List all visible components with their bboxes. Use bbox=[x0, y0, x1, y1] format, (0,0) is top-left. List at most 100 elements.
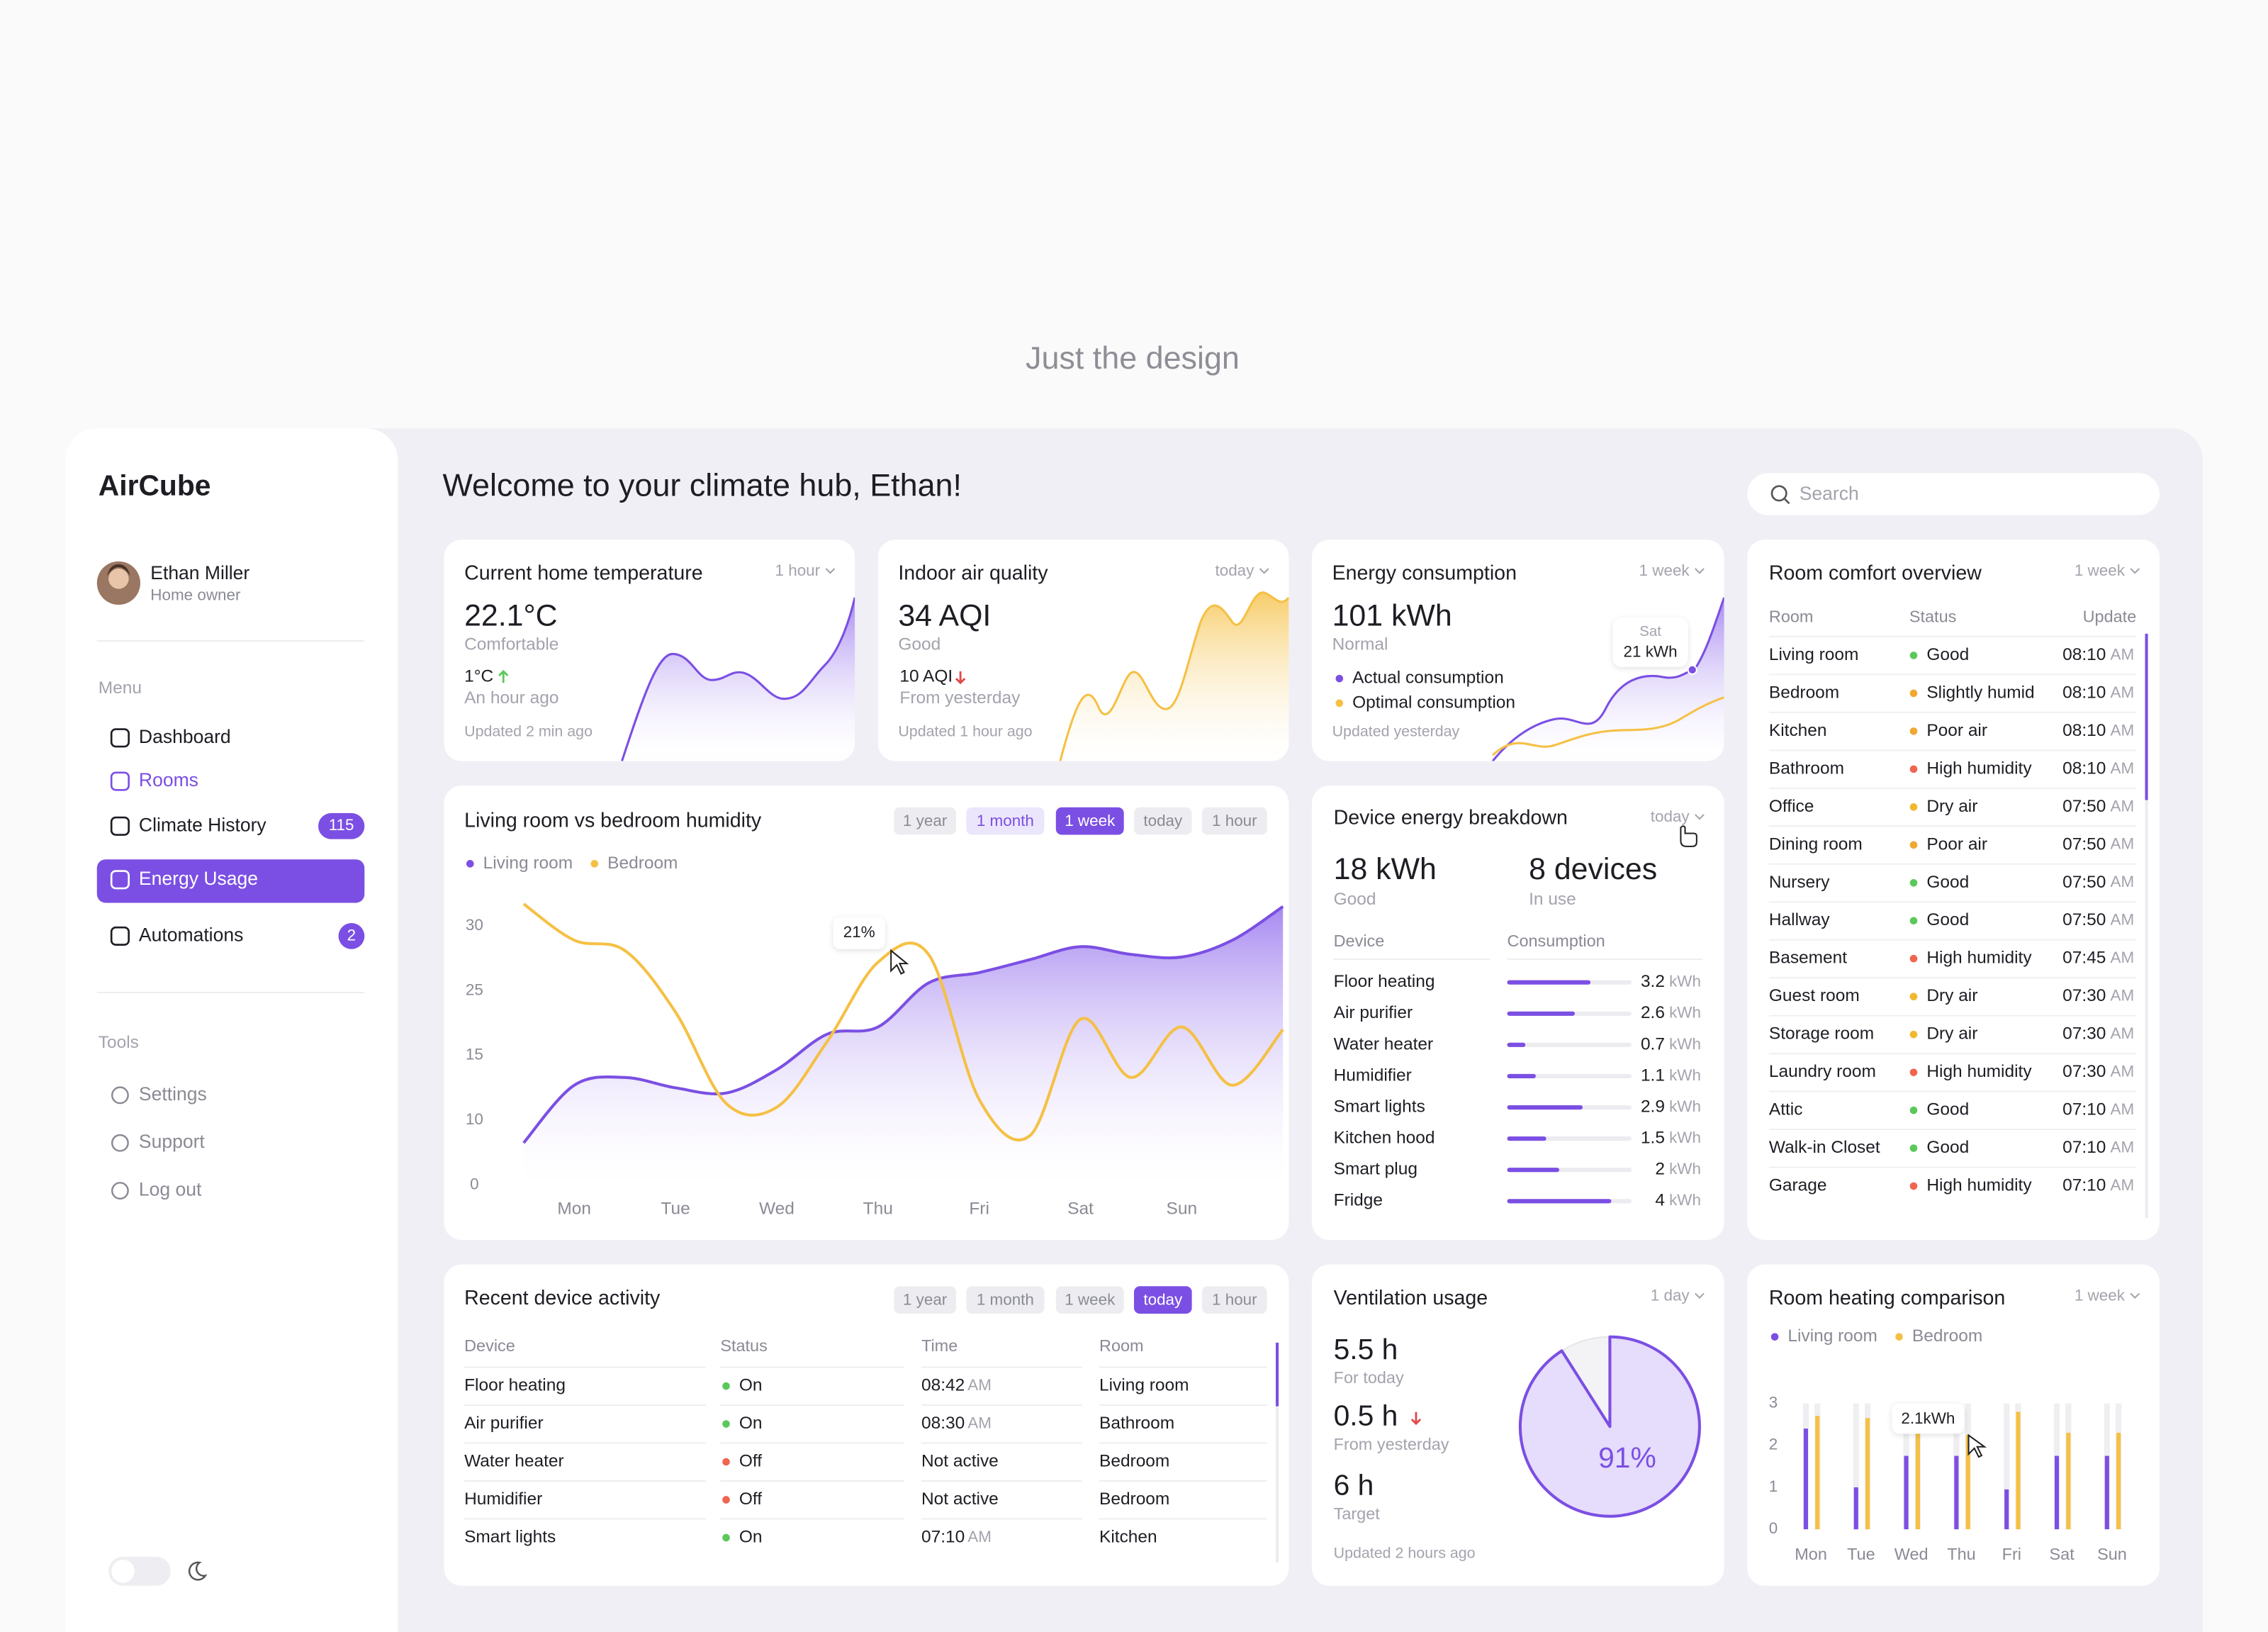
nav-item[interactable]: Energy Usage bbox=[139, 868, 258, 889]
time-period: AM bbox=[2111, 911, 2135, 929]
range-pill[interactable] bbox=[894, 1286, 956, 1314]
nav-item[interactable]: Dashboard bbox=[139, 726, 231, 747]
sparkline-area bbox=[622, 597, 855, 761]
room-status: Good bbox=[1926, 873, 1969, 892]
consumption-value: 4 bbox=[1655, 1191, 1665, 1210]
range-pill-label[interactable]: 1 week bbox=[1065, 812, 1116, 829]
tooltip bbox=[833, 917, 885, 949]
sparkline-area bbox=[1060, 592, 1289, 761]
bar-track bbox=[1507, 1042, 1632, 1047]
nav-active-background bbox=[96, 859, 365, 903]
unit-label: kWh bbox=[1669, 1129, 1701, 1146]
sparkline bbox=[1491, 597, 1724, 761]
room-name: Kitchen bbox=[1769, 721, 1827, 740]
search-box[interactable] bbox=[1747, 473, 2160, 515]
range-pill-label[interactable]: 1 week bbox=[1065, 1291, 1116, 1309]
bar-track bbox=[1507, 1073, 1632, 1078]
room-name: Office bbox=[1769, 797, 1814, 816]
nav-item[interactable]: Climate History bbox=[139, 814, 266, 835]
tooltip-label: Sat bbox=[1639, 624, 1661, 639]
x-tick-label: Sat bbox=[1067, 1200, 1094, 1219]
nav-item[interactable]: Automations bbox=[139, 924, 243, 945]
room-name: Hallway bbox=[1769, 910, 1830, 929]
column-header: Status bbox=[720, 1336, 768, 1355]
x-tick-label: Wed bbox=[759, 1200, 795, 1219]
series-line bbox=[522, 905, 1284, 1144]
toggle-knob bbox=[111, 1559, 135, 1583]
bar bbox=[1507, 980, 1591, 985]
status-dot bbox=[722, 1458, 730, 1466]
range-pill-label[interactable]: 1 month bbox=[977, 1291, 1034, 1309]
range-dropdown[interactable]: today bbox=[1651, 807, 1690, 825]
range-dropdown[interactable]: 1 week bbox=[2075, 1286, 2126, 1304]
room-status: High humidity bbox=[1926, 1176, 2032, 1195]
series-line bbox=[522, 902, 1284, 1141]
range-dropdown[interactable]: 1 week bbox=[1639, 561, 1690, 579]
room-name: Walk-in Closet bbox=[1769, 1138, 1880, 1157]
tooltip bbox=[1892, 1403, 1965, 1434]
hover-point bbox=[1687, 664, 1697, 676]
range-pill-label[interactable]: 1 year bbox=[903, 1291, 948, 1309]
unit-label: kWh bbox=[1669, 1097, 1701, 1115]
nav-item[interactable]: Rooms bbox=[139, 769, 198, 790]
y-tick-label: 30 bbox=[466, 916, 483, 934]
room-name: Basement bbox=[1769, 949, 1847, 968]
range-pill[interactable] bbox=[966, 1286, 1045, 1314]
room-name: Guest room bbox=[1769, 986, 1860, 1005]
tool-item[interactable]: Settings bbox=[139, 1083, 207, 1105]
room-name: Bathroom bbox=[1769, 759, 1844, 778]
update-time: 07:10 bbox=[2062, 1176, 2106, 1195]
range-dropdown[interactable]: 1 day bbox=[1651, 1286, 1690, 1304]
tool-item[interactable]: Log out bbox=[139, 1179, 202, 1200]
stat-status: Normal bbox=[1332, 635, 1388, 654]
x-tick-label: Sun bbox=[1167, 1200, 1198, 1219]
device-name: Air purifier bbox=[1334, 1003, 1413, 1022]
time-period: AM bbox=[2111, 835, 2135, 853]
chevron-icon bbox=[1695, 814, 1705, 820]
bar bbox=[1803, 1429, 1809, 1530]
sparkline-line bbox=[1491, 597, 1724, 761]
search-icon bbox=[1770, 485, 1787, 502]
device-status: Off bbox=[739, 1451, 762, 1470]
update-time: 08:10 bbox=[2062, 683, 2106, 702]
stat-status: From yesterday bbox=[1334, 1435, 1449, 1453]
range-pill[interactable] bbox=[1201, 807, 1267, 835]
card-title: Energy consumption bbox=[1332, 562, 1517, 585]
device-name: Humidifier bbox=[1334, 1066, 1412, 1085]
range-dropdown[interactable]: 1 hour bbox=[775, 561, 821, 579]
range-pill[interactable] bbox=[1134, 807, 1192, 835]
stat-value: 6 h bbox=[1334, 1469, 1374, 1502]
tool-item[interactable]: Support bbox=[139, 1131, 206, 1152]
range-pill-label[interactable]: today bbox=[1143, 1291, 1183, 1309]
room-name: Bathroom bbox=[1099, 1414, 1174, 1433]
avatar-face bbox=[108, 569, 129, 589]
tooltip-value: 2.1kWh bbox=[1901, 1409, 1955, 1427]
room-status: High humidity bbox=[1926, 759, 2032, 778]
device-name: Humidifier bbox=[464, 1490, 542, 1509]
unit-label: kWh bbox=[1669, 1066, 1701, 1084]
range-pill[interactable] bbox=[1201, 1286, 1267, 1314]
status-dot bbox=[722, 1382, 730, 1390]
range-pill-label[interactable]: 1 hour bbox=[1212, 1291, 1257, 1309]
nav-icon bbox=[110, 926, 130, 946]
card-title: Current home temperature bbox=[464, 562, 703, 585]
device-status: Off bbox=[739, 1490, 762, 1509]
range-pill[interactable] bbox=[966, 807, 1045, 835]
range-pill[interactable] bbox=[1055, 1286, 1124, 1314]
range-pill[interactable] bbox=[1055, 807, 1124, 835]
range-dropdown[interactable]: 1 week bbox=[2075, 561, 2126, 579]
room-name: Nursery bbox=[1769, 873, 1830, 892]
range-pill[interactable] bbox=[1134, 1286, 1192, 1314]
unit-label: kWh bbox=[1669, 1035, 1701, 1053]
range-pill[interactable] bbox=[894, 807, 956, 835]
cursor-icon bbox=[1680, 825, 1697, 847]
x-tick-label: Thu bbox=[863, 1200, 893, 1219]
range-pill-label[interactable]: 1 month bbox=[977, 812, 1034, 829]
range-pill-label[interactable]: 1 year bbox=[903, 812, 948, 829]
range-pill-label[interactable]: today bbox=[1143, 812, 1183, 829]
range-pill-label[interactable]: 1 hour bbox=[1212, 812, 1257, 829]
range-dropdown[interactable]: today bbox=[1215, 561, 1254, 579]
room-status: Poor air bbox=[1926, 721, 1987, 740]
x-tick-label: Tue bbox=[661, 1200, 690, 1219]
x-tick-label: Tue bbox=[1847, 1545, 1875, 1563]
